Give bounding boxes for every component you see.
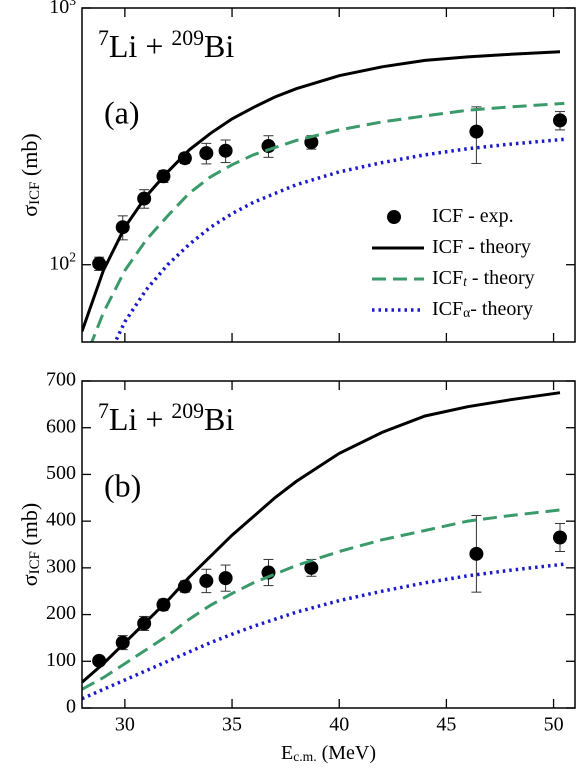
y-tick-label: 300 <box>46 555 76 577</box>
legend-label-part: ICF <box>432 267 463 289</box>
theory-line <box>82 391 561 684</box>
y-tick-label-part: 2 <box>69 250 76 265</box>
data-point <box>218 571 233 586</box>
plot-area <box>82 391 567 701</box>
legend-label-part: - theory <box>470 298 533 320</box>
plot-area <box>82 50 567 342</box>
legend-label-part: - theory <box>467 267 535 289</box>
x-tick-label: 40 <box>329 714 349 736</box>
y-tick-label: 700 <box>46 369 76 391</box>
annotation-part: Bi <box>204 401 234 437</box>
y-axis-label-part: σ <box>17 205 42 217</box>
data-point <box>177 151 192 166</box>
axes-frame <box>81 380 576 709</box>
annotation-part: Bi <box>204 28 234 64</box>
data-point <box>552 113 567 128</box>
x-tick-label: 35 <box>222 714 242 736</box>
y-tick-label-part: 10 <box>49 0 69 18</box>
legend-label-part: t <box>463 274 468 289</box>
panel-label: (a) <box>104 94 140 130</box>
data-point <box>469 546 484 561</box>
data-point <box>304 560 319 575</box>
y-tick-label-part: 3 <box>69 0 76 8</box>
legend-label-part: ICF <box>432 236 463 258</box>
panel-label: (b) <box>104 467 141 503</box>
annotation-part: 7 <box>98 26 109 50</box>
y-tick-label: 400 <box>46 509 76 531</box>
data-point <box>199 573 214 588</box>
y-axis-label-part: ICF <box>27 182 43 205</box>
theory-line <box>82 562 565 701</box>
y-tick-label: 0 <box>66 696 76 718</box>
y-tick-label: 103 <box>49 0 76 18</box>
y-axis-label-part: σ <box>17 574 42 586</box>
legend-label-part: - exp. <box>463 205 514 227</box>
y-axis-label: σICF (mb) <box>17 503 43 586</box>
annotation: 7Li + 209Bi <box>98 399 234 437</box>
x-axis-label-part: c.m. <box>293 749 316 764</box>
axes-frame <box>81 7 576 343</box>
y-axis-label: σICF (mb) <box>17 133 43 216</box>
legend-label: ICF - exp. <box>432 205 514 227</box>
y-tick-label: 100 <box>46 649 76 671</box>
x-tick-label: 45 <box>436 714 456 736</box>
annotation: 7Li + 209Bi <box>98 26 234 64</box>
annotation-part: 7 <box>98 399 109 423</box>
y-tick-label: 600 <box>46 415 76 437</box>
annotation-part: 209 <box>171 26 204 50</box>
data-point <box>177 579 192 594</box>
legend-marker <box>387 210 401 224</box>
data-point <box>218 143 233 158</box>
data-point <box>92 256 107 271</box>
y-axis-label-part: (mb) <box>17 503 42 551</box>
y-tick-label-part: 10 <box>49 252 69 274</box>
x-axis-label-part: (MeV) <box>317 742 376 764</box>
theory-line <box>113 137 565 342</box>
y-tick-label: 200 <box>46 602 76 624</box>
y-tick-label: 102 <box>49 250 76 275</box>
y-axis-label-part: (mb) <box>17 133 42 181</box>
theory-line <box>82 50 561 332</box>
x-axis-label-part: E <box>281 742 293 764</box>
legend-label-part: - theory <box>463 236 531 258</box>
x-axis-label: Ec.m. (MeV) <box>281 742 376 764</box>
data-point <box>552 530 567 545</box>
y-axis-label-part: ICF <box>27 551 43 574</box>
x-tick-label: 50 <box>544 714 564 736</box>
annotation-part: 209 <box>171 399 204 423</box>
annotation-part: Li + <box>109 28 171 64</box>
legend-label-part: ICF <box>432 298 463 320</box>
theory-line <box>82 508 565 691</box>
annotation-part: Li + <box>109 401 171 437</box>
legend-label: ICFt - theory <box>432 267 535 289</box>
data-point <box>469 124 484 139</box>
x-tick-label: 30 <box>115 714 135 736</box>
y-tick-label: 500 <box>46 462 76 484</box>
data-point <box>199 146 214 161</box>
legend-label: ICFα- theory <box>432 298 533 320</box>
legend-label: ICF - theory <box>432 236 531 258</box>
legend-label-part: ICF <box>432 205 463 227</box>
legend-label-part: α <box>463 305 470 320</box>
